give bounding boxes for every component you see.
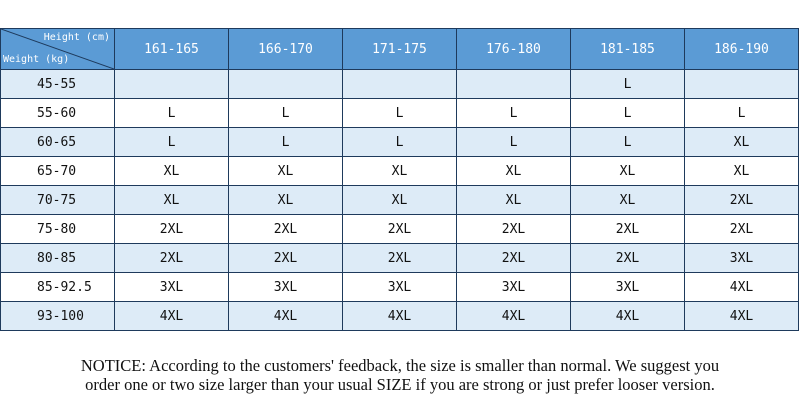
size-cell: XL [456,185,571,215]
header-row: Height (cm) Weight (kg) 161-165 166-170 … [0,28,799,70]
height-axis-label: Height (cm) [43,32,110,43]
size-cell [684,69,799,99]
size-cell: 3XL [570,272,685,302]
size-cell: XL [114,156,229,186]
height-column-header: 181-185 [570,28,685,70]
size-cell: 4XL [570,301,685,331]
weight-range-cell: 85-92.5 [0,272,115,302]
size-cell: 4XL [342,301,457,331]
size-cell: 2XL [570,243,685,273]
size-cell: 3XL [456,272,571,302]
size-cell: 4XL [228,301,343,331]
notice-line-2: order one or two size larger than your u… [85,375,715,394]
notice-line-1: NOTICE: According to the customers' feed… [80,356,720,375]
weight-range-cell: 65-70 [0,156,115,186]
height-column-header: 176-180 [456,28,571,70]
size-cell: 2XL [342,243,457,273]
corner-header-cell: Height (cm) Weight (kg) [0,28,115,70]
size-cell: L [456,127,571,157]
table-row: 75-80 2XL 2XL 2XL 2XL 2XL 2XL [0,214,799,244]
size-cell: XL [228,156,343,186]
size-chart-table: Height (cm) Weight (kg) 161-165 166-170 … [0,28,799,331]
size-cell: 2XL [342,214,457,244]
table-row: 55-60 L L L L L L [0,98,799,128]
size-cell: 4XL [114,301,229,331]
diagonal-divider [1,29,114,69]
size-cell: 4XL [456,301,571,331]
size-cell: L [456,98,571,128]
size-cell [456,69,571,99]
size-cell: 2XL [228,243,343,273]
height-column-header: 161-165 [114,28,229,70]
weight-range-cell: 75-80 [0,214,115,244]
size-cell [228,69,343,99]
size-cell: 4XL [684,301,799,331]
weight-range-cell: 55-60 [0,98,115,128]
height-column-header: 166-170 [228,28,343,70]
table-row: 80-85 2XL 2XL 2XL 2XL 2XL 3XL [0,243,799,273]
size-cell: XL [456,156,571,186]
size-cell: L [228,98,343,128]
height-column-header: 186-190 [684,28,799,70]
weight-range-cell: 80-85 [0,243,115,273]
table-row: 60-65 L L L L L XL [0,127,799,157]
size-cell: L [570,98,685,128]
table-row: 93-100 4XL 4XL 4XL 4XL 4XL 4XL [0,301,799,331]
size-cell [342,69,457,99]
size-cell: 2XL [456,214,571,244]
size-cell [114,69,229,99]
weight-range-cell: 93-100 [0,301,115,331]
size-cell: 3XL [684,243,799,273]
size-cell: XL [228,185,343,215]
size-cell: XL [114,185,229,215]
size-cell: L [570,127,685,157]
size-cell: L [342,98,457,128]
weight-range-cell: 60-65 [0,127,115,157]
size-cell: 4XL [684,272,799,302]
size-cell: L [114,98,229,128]
size-cell: L [570,69,685,99]
size-cell: XL [342,185,457,215]
weight-range-cell: 70-75 [0,185,115,215]
size-cell: XL [570,185,685,215]
size-cell: 3XL [114,272,229,302]
size-cell: 2XL [684,214,799,244]
size-cell: XL [684,156,799,186]
size-cell: XL [570,156,685,186]
height-column-header: 171-175 [342,28,457,70]
size-cell: 2XL [114,214,229,244]
weight-range-cell: 45-55 [0,69,115,99]
size-cell: 2XL [114,243,229,273]
size-cell: 3XL [342,272,457,302]
sizing-notice: NOTICE: According to the customers' feed… [0,356,800,394]
size-cell: 2XL [456,243,571,273]
table-row: 45-55 L [0,69,799,99]
size-cell: 3XL [228,272,343,302]
size-cell: L [342,127,457,157]
size-cell: L [114,127,229,157]
size-cell: 2XL [228,214,343,244]
size-cell: XL [342,156,457,186]
size-cell: L [228,127,343,157]
size-cell: XL [684,127,799,157]
table-row: 85-92.5 3XL 3XL 3XL 3XL 3XL 4XL [0,272,799,302]
size-cell: 2XL [684,185,799,215]
size-cell: 2XL [570,214,685,244]
weight-axis-label: Weight (kg) [3,54,70,65]
table-row: 65-70 XL XL XL XL XL XL [0,156,799,186]
table-row: 70-75 XL XL XL XL XL 2XL [0,185,799,215]
size-cell: L [684,98,799,128]
